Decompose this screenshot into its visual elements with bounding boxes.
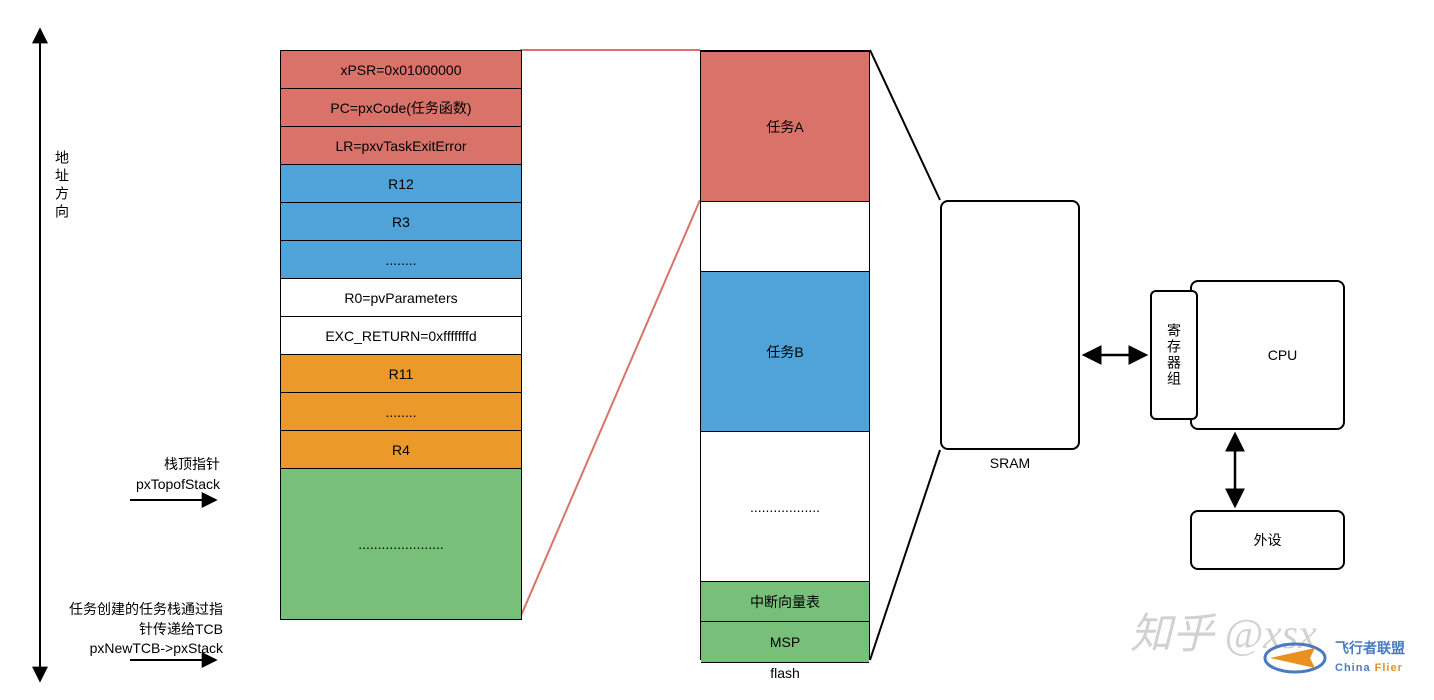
stack-cell: xPSR=0x01000000 bbox=[280, 50, 522, 90]
annotation-stack-to-tcb: 任务创建的任务栈通过指 针传递给TCB pxNewTCB->pxStack bbox=[48, 600, 223, 659]
register-box: 寄存器组 bbox=[1150, 290, 1198, 420]
anno2-line3: pxNewTCB->pxStack bbox=[48, 639, 223, 659]
memory-section bbox=[701, 201, 869, 273]
stack-bottom-block: ...................... bbox=[280, 468, 522, 620]
anno1-line2: pxTopofStack bbox=[60, 475, 220, 495]
sram-label: SRAM bbox=[940, 455, 1080, 471]
register-label: 寄存器组 bbox=[1164, 323, 1184, 387]
stack-cell: ........ bbox=[280, 240, 522, 280]
stack-cell: R11 bbox=[280, 354, 522, 394]
memory-section: 中断向量表 bbox=[701, 581, 869, 623]
memory-section: 任务A bbox=[701, 51, 869, 203]
memory-section: MSP bbox=[701, 621, 869, 663]
stack-cell: PC=pxCode(任务函数) bbox=[280, 88, 522, 128]
memory-section: .................. bbox=[701, 431, 869, 583]
logo-cn: 飞行者联盟 bbox=[1335, 638, 1405, 658]
stack-cell: R3 bbox=[280, 202, 522, 242]
cpu-box: CPU bbox=[1190, 280, 1345, 430]
annotation-stack-top-pointer: 栈顶指针 pxTopofStack bbox=[60, 455, 220, 494]
stack-cell: ........ bbox=[280, 392, 522, 432]
stack-cell: R12 bbox=[280, 164, 522, 204]
memory-section: 任务B bbox=[701, 271, 869, 433]
sram-box bbox=[940, 200, 1080, 450]
stack-cell: LR=pxvTaskExitError bbox=[280, 126, 522, 166]
memory-caption: flash bbox=[700, 665, 870, 681]
anno2-line2: 针传递给TCB bbox=[48, 620, 223, 640]
stack-cell: R0=pvParameters bbox=[280, 278, 522, 318]
peripheral-box: 外设 bbox=[1190, 510, 1345, 570]
site-logo: 飞行者联盟 China Flier bbox=[1255, 630, 1425, 690]
stack-cell: EXC_RETURN=0xfffffffd bbox=[280, 316, 522, 356]
cpu-label: CPU bbox=[1268, 347, 1298, 363]
stack-cell: R4 bbox=[280, 430, 522, 470]
address-direction-label: 地址方向 bbox=[52, 150, 72, 270]
logo-en2: Flier bbox=[1375, 662, 1403, 674]
peripheral-label: 外设 bbox=[1254, 530, 1282, 550]
anno1-line1: 栈顶指针 bbox=[60, 455, 220, 475]
anno2-line1: 任务创建的任务栈通过指 bbox=[48, 600, 223, 620]
memory-column: 任务A 任务B..................中断向量表MSP bbox=[700, 50, 870, 660]
logo-en1: China bbox=[1335, 662, 1375, 674]
